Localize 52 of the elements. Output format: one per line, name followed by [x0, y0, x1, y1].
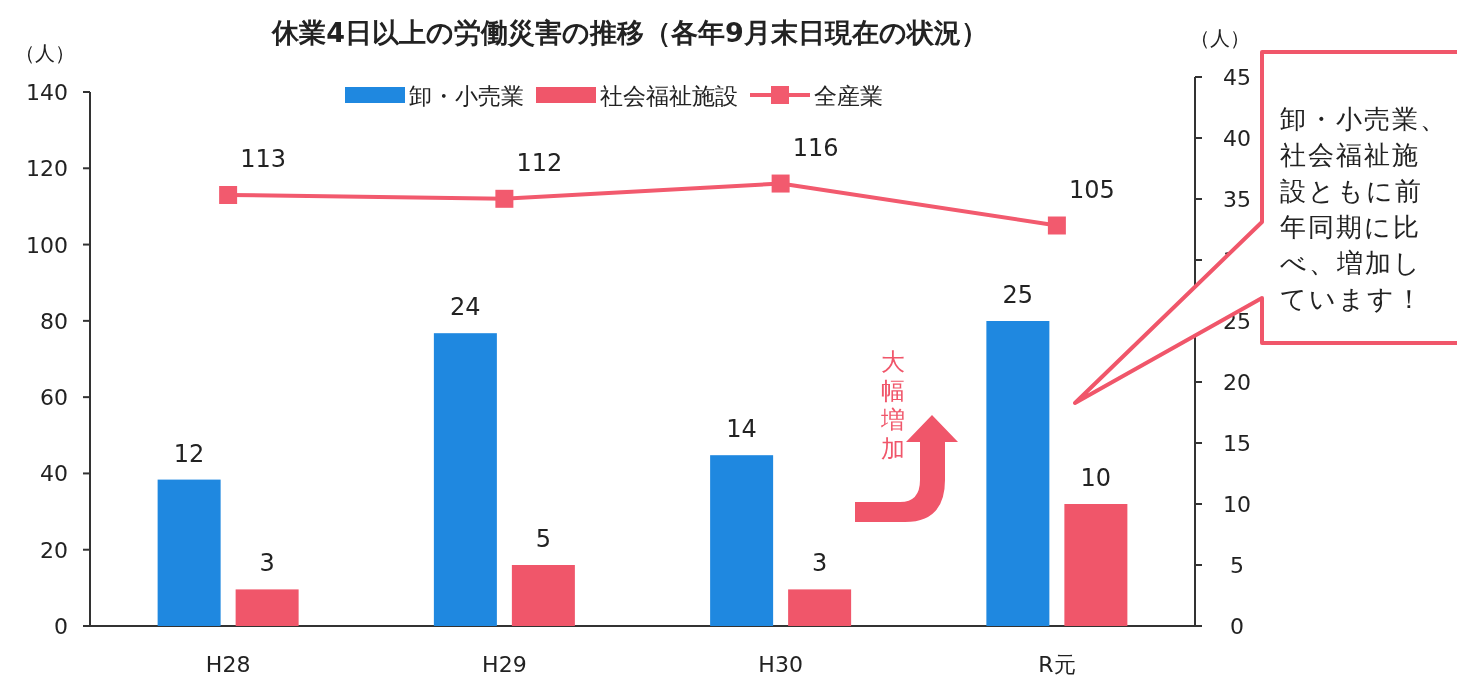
y-tick-label: 40	[40, 461, 68, 487]
y-tick-label: 140	[26, 80, 68, 105]
legend-label: 社会福祉施設	[600, 83, 738, 109]
point	[219, 185, 238, 204]
y-tick-label: 80	[40, 308, 68, 334]
y-tick-label: 20	[40, 537, 68, 563]
bar	[1064, 504, 1128, 626]
y2-tick-label: 10	[1223, 492, 1251, 517]
data-label: 105	[1068, 175, 1115, 204]
bar	[433, 333, 497, 626]
data-label: 12	[173, 439, 205, 468]
y-tick-label: 120	[26, 156, 68, 182]
point	[1047, 216, 1066, 235]
data-label: 24	[450, 293, 481, 322]
data-label: 116	[792, 133, 839, 162]
point	[771, 174, 790, 193]
bar	[511, 565, 575, 626]
y2-tick-label: 45	[1223, 65, 1251, 90]
y2-tick-label: 0	[1230, 614, 1244, 639]
data-label: 14	[726, 415, 757, 444]
data-label: 113	[240, 144, 287, 173]
y2-tick-label: 5	[1230, 553, 1244, 578]
legend-label: 卸・小売業	[409, 83, 524, 109]
bar	[157, 479, 221, 626]
y2-tick-label: 40	[1223, 126, 1251, 151]
y2-tick-label: 35	[1223, 187, 1251, 212]
y2-tick-label: 20	[1223, 370, 1251, 395]
x-tick-label: H29	[482, 652, 527, 677]
data-label: 5	[535, 525, 552, 553]
data-label: 3	[811, 549, 828, 578]
bar	[986, 321, 1050, 626]
y2-axis-title: （人）	[1190, 26, 1250, 50]
y2-tick-label: 15	[1223, 431, 1251, 456]
chart-title: 休業4日以上の労働災害の推移（各年9月末日現在の状況）	[271, 17, 988, 48]
data-label: 10	[1080, 464, 1112, 492]
y-tick-label: 100	[26, 232, 68, 258]
point	[495, 189, 514, 208]
bar	[235, 589, 299, 626]
bar	[788, 589, 852, 626]
bar	[710, 455, 774, 626]
text: 卸・小売業、社会福祉施設ともに前年同期に比べ、増加しています！	[1280, 104, 1448, 314]
x-tick-label: H28	[205, 652, 251, 677]
x-tick-label: H30	[758, 652, 803, 677]
y-axis-title: （人）	[15, 41, 75, 65]
x-tick-label: R元	[1038, 652, 1076, 677]
data-label: 3	[259, 549, 275, 578]
y-tick-label: 0	[54, 614, 68, 639]
data-label: 112	[516, 148, 563, 177]
data-label: 25	[1002, 281, 1034, 309]
legend-label: 全産業	[814, 83, 883, 109]
annotation: 大幅増加	[880, 348, 905, 463]
y-tick-label: 60	[40, 385, 68, 411]
